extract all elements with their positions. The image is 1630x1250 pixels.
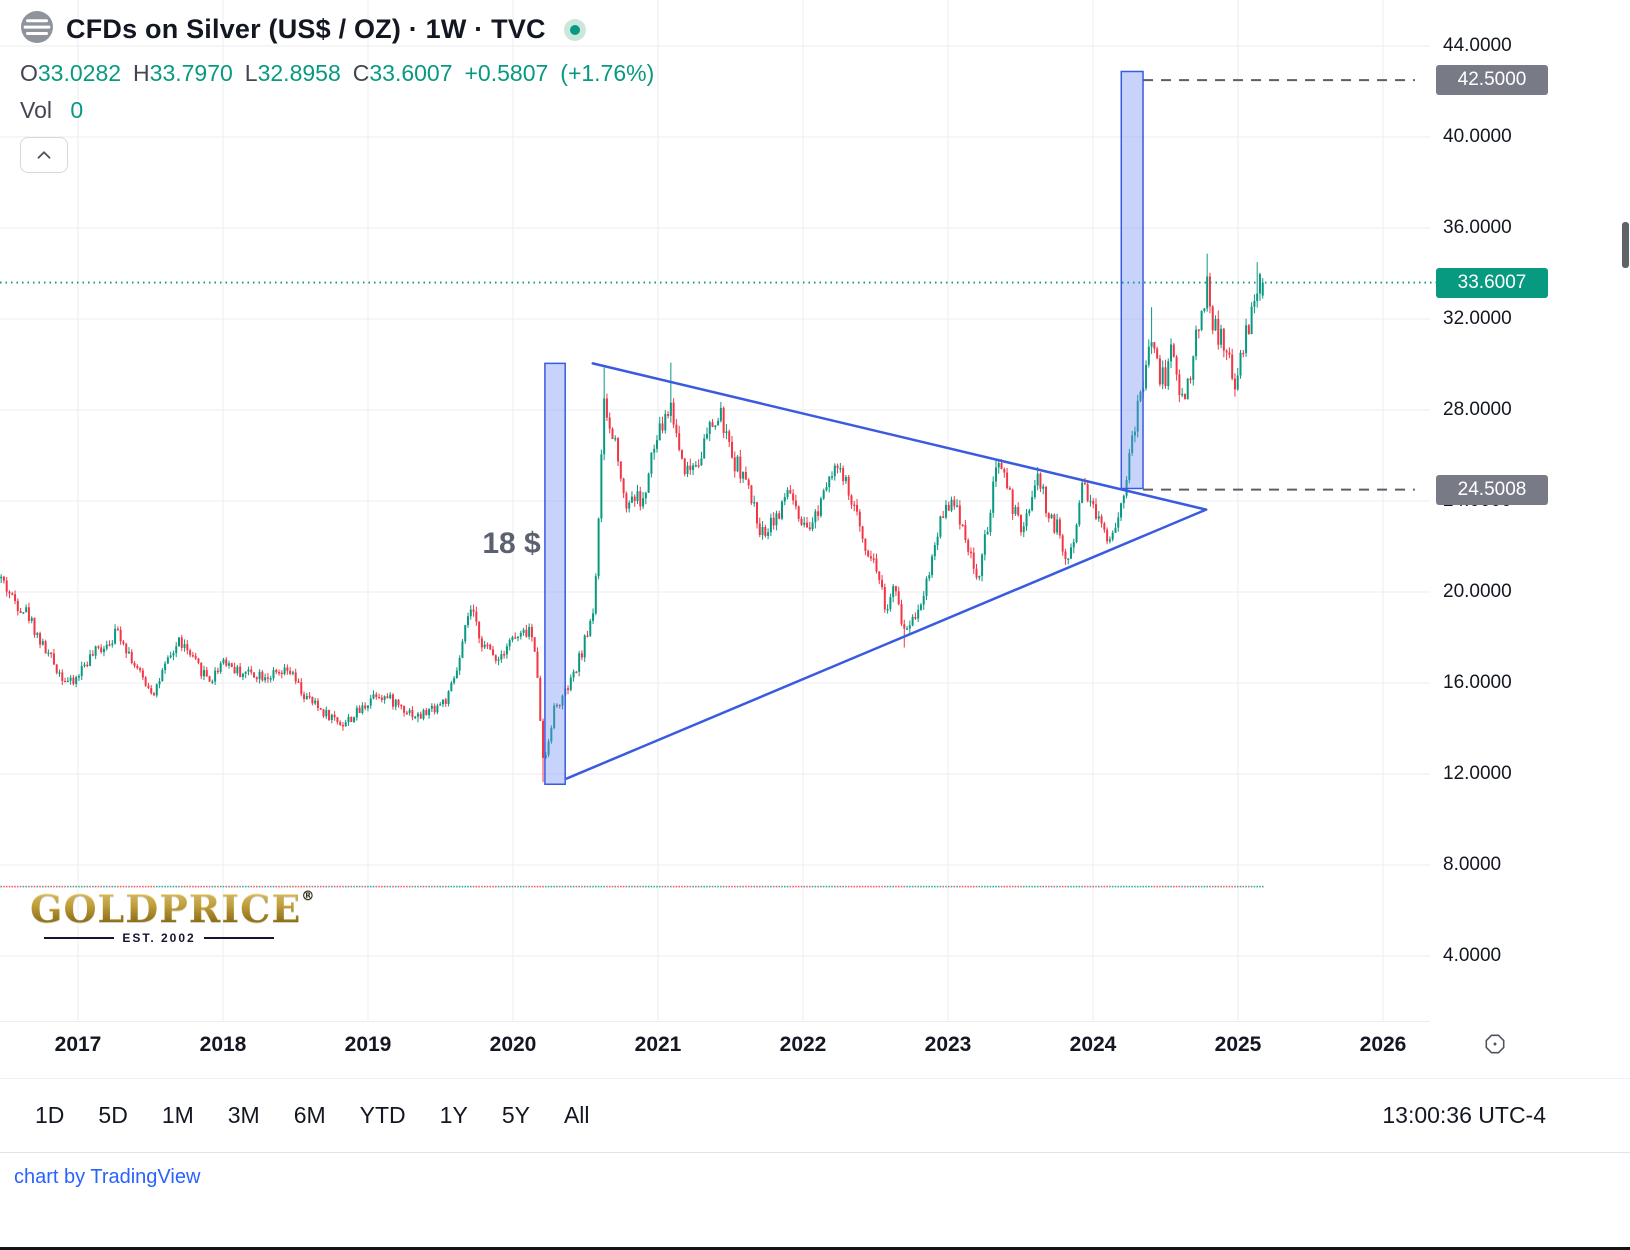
goldprice-watermark: GOLDPRICE® EST. 2002 <box>30 890 314 946</box>
market-status-icon <box>563 18 586 41</box>
range-button-1m[interactable]: 1M <box>161 1101 194 1128</box>
open-label: O <box>20 60 38 86</box>
year-tick-label: 2019 <box>344 1033 392 1056</box>
price-tick-label: 32.0000 <box>1443 308 1512 329</box>
price-tick-label: 16.0000 <box>1443 672 1512 693</box>
high-label: H <box>133 60 150 86</box>
tradingview-attribution-link[interactable]: chart by TradingView <box>14 1166 201 1188</box>
range-toolbar: 1D 5D 1M 3M 6M YTD 1Y 5Y All 13:00:36 UTC-4 <box>0 1078 1630 1151</box>
price-badge-green: 33.6007 <box>1436 267 1548 298</box>
price-axis[interactable]: 44.000040.000036.000032.000028.000024.00… <box>1430 0 1630 1022</box>
year-tick-label: 2021 <box>634 1033 682 1056</box>
ohlc-row: O33.0282 H33.7970 L32.8958 C33.6007 +0.5… <box>20 60 654 87</box>
price-tick-label: 40.0000 <box>1443 126 1512 147</box>
goldprice-est-text: EST. 2002 <box>122 931 196 945</box>
volume-label: Vol <box>20 97 52 123</box>
price-tick-label: 36.0000 <box>1443 217 1512 238</box>
year-tick-label: 2022 <box>779 1033 827 1056</box>
price-badge-gray: 24.5008 <box>1436 474 1548 505</box>
year-tick-label: 2018 <box>199 1033 247 1056</box>
price-tick-label: 4.0000 <box>1443 945 1502 966</box>
low-value: 32.8958 <box>257 60 341 86</box>
chart-canvas[interactable] <box>0 0 1630 1022</box>
price-tick-label: 12.0000 <box>1443 763 1512 784</box>
price-badge-gray: 42.5000 <box>1436 65 1548 96</box>
year-tick-label: 2020 <box>489 1033 537 1056</box>
range-button-1y[interactable]: 1Y <box>439 1101 468 1128</box>
range-button-all[interactable]: All <box>563 1101 590 1128</box>
low-label: L <box>244 60 258 86</box>
year-tick-label: 2023 <box>924 1033 972 1056</box>
year-tick-label: 2025 <box>1214 1033 1262 1056</box>
collapse-legend-button[interactable] <box>20 137 68 173</box>
time-axis-settings-icon[interactable] <box>1482 1031 1508 1057</box>
chart-legend: CFDs on Silver (US$ / OZ) · 1W · TVC O33… <box>20 10 654 173</box>
range-button-ytd[interactable]: YTD <box>359 1101 406 1128</box>
change-value: +0.5807 <box>464 60 549 86</box>
year-tick-label: 2017 <box>54 1033 102 1056</box>
price-tick-label: 44.0000 <box>1443 35 1512 56</box>
close-label: C <box>352 60 370 86</box>
attribution-footer: chart by TradingView <box>0 1152 1630 1248</box>
price-tick-label: 8.0000 <box>1443 854 1502 875</box>
range-button-1d[interactable]: 1D <box>35 1101 65 1128</box>
open-value: 33.0282 <box>37 60 122 86</box>
symbol-title: CFDs on Silver (US$ / OZ) · 1W · TVC <box>66 14 546 44</box>
time-axis[interactable]: 2017 2018 2019 2020 2021 2022 2023 2024 2025 2026 <box>0 1022 1630 1078</box>
range-button-5d[interactable]: 5D <box>98 1101 128 1128</box>
pattern-height-label: 18 $ <box>482 527 541 561</box>
scrollbar-thumb[interactable] <box>1622 222 1629 268</box>
symbol-logo-icon <box>20 10 54 49</box>
range-button-3m[interactable]: 3M <box>227 1101 260 1128</box>
window-bottom-edge <box>0 1247 1630 1250</box>
volume-row: Vol 0 <box>20 97 654 124</box>
high-value: 33.7970 <box>149 60 233 86</box>
year-tick-label: 2026 <box>1359 1033 1407 1056</box>
year-tick-label: 2024 <box>1069 1033 1117 1056</box>
clock-timezone-button[interactable]: 13:00:36 UTC-4 <box>1382 1101 1546 1128</box>
close-value: 33.6007 <box>369 60 453 86</box>
change-percent: (+1.76%) <box>560 60 655 86</box>
price-tick-label: 28.0000 <box>1443 399 1512 420</box>
goldprice-brand-text: GOLDPRICE <box>30 886 302 931</box>
registered-mark: ® <box>301 889 316 904</box>
range-button-6m[interactable]: 6M <box>293 1101 326 1128</box>
price-tick-label: 20.0000 <box>1443 581 1512 602</box>
range-button-5y[interactable]: 5Y <box>501 1101 530 1128</box>
volume-value: 0 <box>70 97 84 123</box>
